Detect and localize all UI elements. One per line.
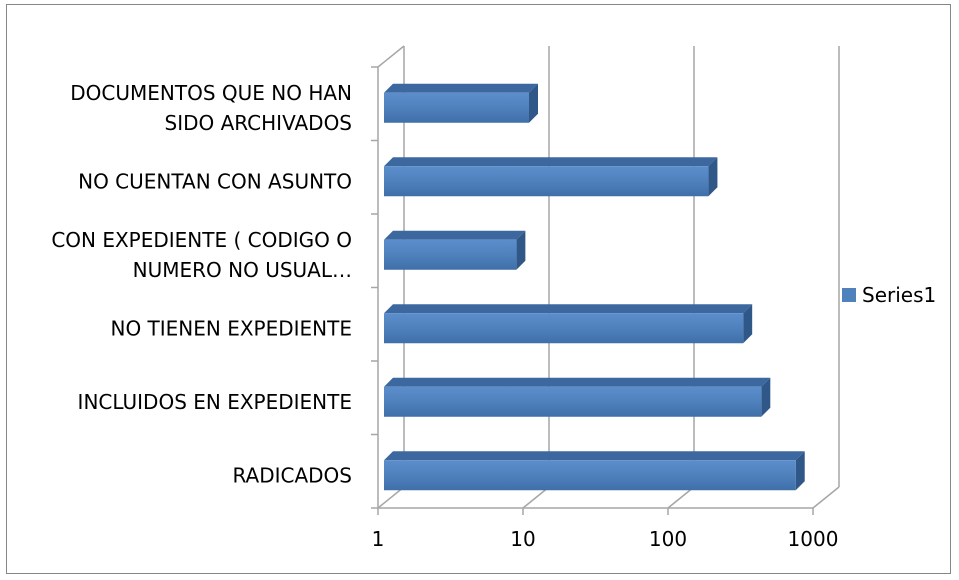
bar: [384, 451, 805, 491]
floor-gridline: [812, 486, 840, 509]
bar-front-face: [384, 313, 744, 344]
bar-top-face: [384, 230, 526, 240]
bar-front-face: [384, 386, 762, 417]
bar-front-face: [384, 239, 517, 270]
bar-front-face: [384, 166, 709, 197]
category-label: CON EXPEDIENTE ( CODIGO O: [51, 228, 352, 252]
bar: [384, 157, 718, 197]
bar-side-face: [516, 230, 526, 270]
x-tick-label: 1000: [788, 527, 839, 551]
category-label: DOCUMENTOS QUE NO HAN: [70, 81, 352, 105]
wall-top-edge: [377, 45, 405, 68]
bar: [384, 230, 526, 270]
bar: [384, 83, 539, 123]
x-tick-labels: 1 10 100 1000: [372, 527, 839, 551]
floor-left-edge: [377, 486, 405, 509]
legend: Series1: [842, 283, 936, 307]
floor-gridline: [522, 486, 550, 509]
bar-side-face: [708, 157, 718, 197]
bar: [384, 304, 753, 344]
floor-gridline: [667, 486, 695, 509]
bar-side-face: [795, 451, 805, 491]
category-label: SIDO ARCHIVADOS: [165, 111, 353, 135]
bar-top-face: [384, 377, 771, 387]
legend-entry-series1: Series1: [862, 283, 936, 307]
bar-side-face: [743, 304, 753, 344]
bar-top-face: [384, 304, 753, 314]
bar-top-face: [384, 83, 539, 93]
x-tick-label: 100: [649, 527, 687, 551]
bar: [384, 377, 771, 417]
category-label: INCLUIDOS EN EXPEDIENTE: [78, 390, 352, 414]
bar-front-face: [384, 460, 796, 491]
bar-top-face: [384, 451, 805, 461]
legend-swatch: [842, 288, 856, 302]
bar-front-face: [384, 92, 530, 123]
category-labels: DOCUMENTOS QUE NO HAN SIDO ARCHIVADOS NO C…: [51, 81, 352, 488]
x-tick-label: 1: [372, 527, 385, 551]
category-label: NUMERO NO USUAL…: [133, 258, 352, 282]
category-label: NO TIENEN EXPEDIENTE: [110, 316, 352, 340]
bar-side-face: [529, 83, 539, 123]
category-label: RADICADOS: [232, 463, 352, 487]
bar-side-face: [761, 377, 771, 417]
x-tick-label: 10: [510, 527, 535, 551]
category-label: NO CUENTAN CON ASUNTO: [78, 169, 352, 193]
category-axis: [371, 66, 379, 509]
bars: [384, 83, 805, 491]
bar-top-face: [384, 157, 718, 167]
